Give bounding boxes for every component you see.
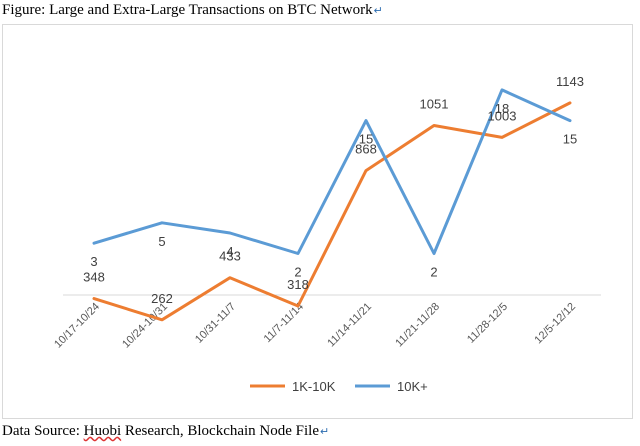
data-label: 1143 xyxy=(556,74,584,89)
source-return-mark-icon: ↵ xyxy=(320,426,330,438)
legend-label: 10K+ xyxy=(397,379,428,394)
data-label: 5 xyxy=(158,234,165,249)
data-label: 18 xyxy=(495,101,509,116)
chart-frame: 10/17-10/24 10/24-10/31 10/31-11/7 11/7-11/… xyxy=(2,24,633,419)
source-huobi: Huobi xyxy=(83,423,122,439)
data-label: 3 xyxy=(90,254,97,269)
data-source: Data Source: Huobi Research, Blockchain … xyxy=(2,423,329,440)
return-mark-icon: ↵ xyxy=(373,5,383,17)
x-tick-label: 10/17-10/24 xyxy=(52,301,102,351)
data-label: 433 xyxy=(219,249,241,264)
x-tick-label: 11/7-11/14 xyxy=(262,301,307,346)
data-label: 1051 xyxy=(420,97,449,112)
data-label: 348 xyxy=(83,270,105,285)
line-chart: 10/17-10/24 10/24-10/31 10/31-11/7 11/7-11/… xyxy=(52,74,601,394)
data-label: 262 xyxy=(151,291,173,306)
data-label: 2 xyxy=(430,264,437,279)
data-label: 318 xyxy=(287,277,309,292)
series-line-10k-plus xyxy=(92,88,572,255)
x-tick-label: 12/5-12/12 xyxy=(532,301,578,347)
source-prefix: Data Source: xyxy=(2,423,84,439)
x-tick-label: 11/14-11/21 xyxy=(325,301,374,350)
legend-label: 1K-10K xyxy=(292,379,336,394)
data-label: 2 xyxy=(294,264,301,279)
x-tick-label: 10/31-11/7 xyxy=(193,301,238,346)
x-tick-label: 11/28-12/5 xyxy=(465,301,510,346)
figure-title-text: Figure: Large and Extra-Large Transactio… xyxy=(2,2,373,18)
data-label: 868 xyxy=(355,142,377,157)
x-tick-label: 11/21-11/28 xyxy=(393,301,442,350)
data-label: 15 xyxy=(359,132,373,147)
source-rest: Research, Blockchain Node File xyxy=(121,423,319,439)
data-label: 1003 xyxy=(488,108,517,123)
data-label: 15 xyxy=(563,132,577,147)
figure-title: Figure: Large and Extra-Large Transactio… xyxy=(2,2,383,19)
data-label: 4 xyxy=(226,244,233,259)
series-line-1k-10k xyxy=(92,101,572,322)
